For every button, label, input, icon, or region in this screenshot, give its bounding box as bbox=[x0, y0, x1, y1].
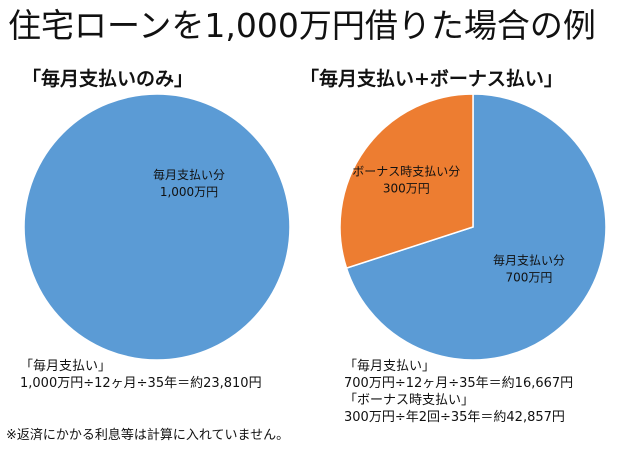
slice-label: 毎月支払い分 bbox=[493, 253, 565, 268]
slice-label: 毎月支払い分 bbox=[153, 167, 225, 182]
pie-slice bbox=[339, 93, 474, 270]
pie-slice bbox=[345, 93, 607, 361]
calc-heading-monthly: 「毎月支払い」 bbox=[344, 359, 436, 374]
calculation-note-right: 「毎月支払い」 700万円÷12ヶ月÷35年＝約16,667円 「ボーナス時支払… bbox=[344, 358, 573, 426]
pie-slices bbox=[23, 93, 291, 361]
footnote: ※返済にかかる利息等は計算に入れていません。 bbox=[6, 428, 290, 443]
pie-chart-monthly-bonus: 毎月支払い分 700万円 ボーナス時支払い分 300万円 bbox=[339, 93, 607, 361]
calculation-note-left: 「毎月支払い」 1,000万円÷12ヶ月÷35年＝約23,810円 bbox=[20, 358, 262, 392]
calc-formula-bonus: 300万円÷年2回÷35年＝約42,857円 bbox=[344, 410, 565, 425]
pie-slice bbox=[23, 93, 291, 361]
pie-labels: 毎月支払い分 700万円 ボーナス時支払い分 300万円 bbox=[352, 165, 565, 285]
slice-value-label: 1,000万円 bbox=[160, 185, 218, 199]
calc-heading-bonus: 「ボーナス時支払い」 bbox=[344, 393, 475, 408]
slice-value-label: 300万円 bbox=[383, 182, 430, 196]
calc-formula-monthly: 1,000万円÷12ヶ月÷35年＝約23,810円 bbox=[20, 376, 262, 391]
calc-formula-monthly: 700万円÷12ヶ月÷35年＝約16,667円 bbox=[344, 376, 574, 391]
chart-title-monthly-only: 「毎月支払いのみ」 bbox=[22, 68, 194, 90]
pie-chart-monthly-only: 毎月支払い分 1,000万円 bbox=[23, 93, 291, 361]
slice-value-label: 700万円 bbox=[505, 271, 552, 285]
pie-labels: 毎月支払い分 1,000万円 bbox=[153, 167, 225, 199]
page-title: 住宅ローンを1,000万円借りた場合の例 bbox=[8, 6, 596, 45]
slice-label: ボーナス時支払い分 bbox=[352, 165, 460, 179]
chart-title-monthly-bonus: 「毎月支払い+ボーナス払い」 bbox=[300, 68, 563, 90]
pie-slices bbox=[339, 93, 607, 361]
calc-heading-monthly: 「毎月支払い」 bbox=[20, 359, 112, 374]
